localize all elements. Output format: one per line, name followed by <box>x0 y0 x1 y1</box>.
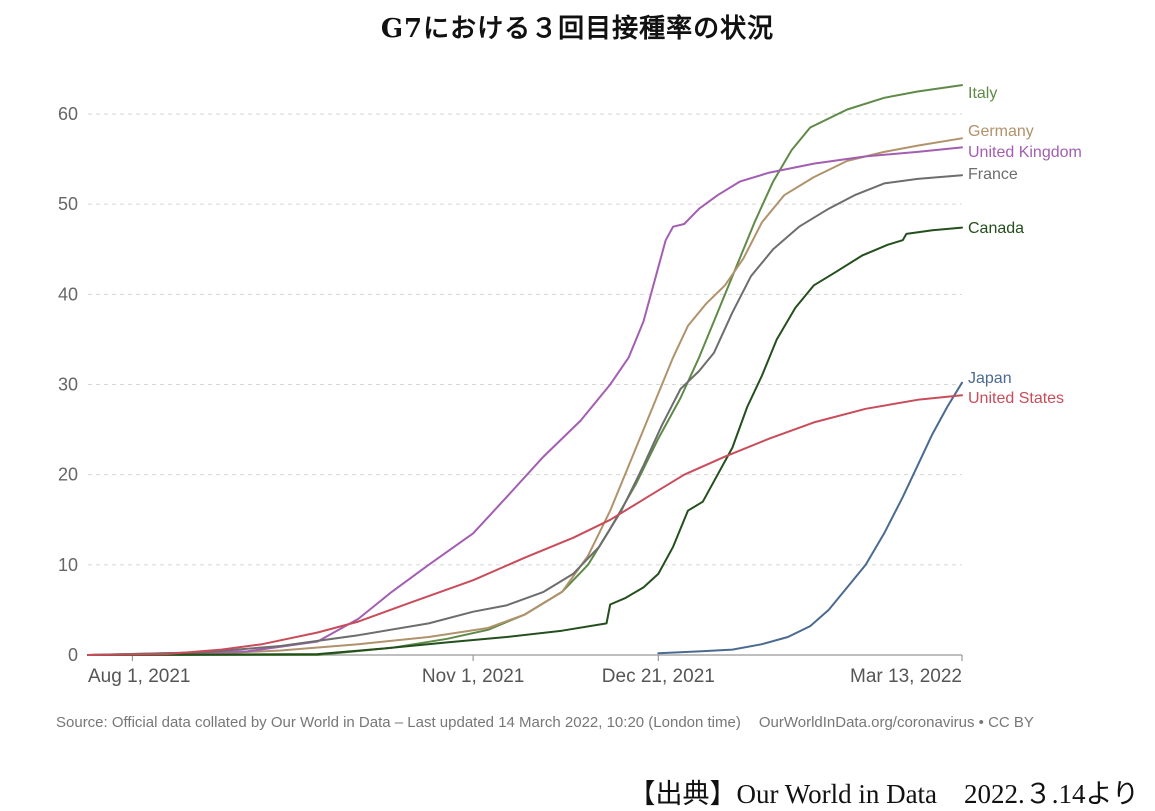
citation: 【出典】Our World in Data 2022.３.14より <box>628 779 1140 809</box>
y-tick-label: 20 <box>58 465 78 485</box>
series-line-united-kingdom <box>87 146 963 656</box>
x-tick-label: Nov 1, 2021 <box>422 666 524 687</box>
series-label-united-states: United States <box>968 390 1064 407</box>
y-tick-label: 50 <box>58 194 78 214</box>
y-tick-label: 60 <box>58 104 78 124</box>
series-label-italy: Italy <box>968 85 997 102</box>
series-line-france <box>87 174 963 656</box>
x-tick-label: Mar 13, 2022 <box>850 666 962 687</box>
series-line-canada <box>87 226 963 656</box>
series-label-japan: Japan <box>968 370 1012 387</box>
series-label-germany: Germany <box>968 123 1034 140</box>
gridlines: 0 10 20 30 40 50 60 <box>58 104 962 665</box>
chart-title: G7における３回目接種率の状況 <box>380 14 775 44</box>
legend-labels: Italy Germany United Kingdom France Canada Ja… <box>968 85 1082 407</box>
source-note: Source: Official data collated by Our Wo… <box>56 714 1034 731</box>
series-label-united-kingdom: United Kingdom <box>968 144 1082 161</box>
y-tick-label: 0 <box>68 645 78 665</box>
series-lines <box>87 84 963 656</box>
series-line-germany <box>87 137 963 656</box>
source-link[interactable]: OurWorldInData.org/coronavirus • CC BY <box>758 714 1034 731</box>
y-tick-label: 30 <box>58 375 78 395</box>
series-label-canada: Canada <box>968 220 1024 237</box>
series-label-france: France <box>968 166 1018 183</box>
x-axis: Aug 1, 2021 Nov 1, 2021 Dec 21, 2021 Mar 13… <box>88 654 963 687</box>
x-tick-label: Dec 21, 2021 <box>602 666 715 687</box>
x-tick-label: Aug 1, 2021 <box>88 666 190 687</box>
line-chart: 0 10 20 30 40 50 60 Aug 1, 2021 Nov 1, 2021 Dec … <box>58 84 1082 687</box>
series-line-italy <box>87 84 963 656</box>
series-line-united-states <box>87 394 963 656</box>
y-tick-label: 10 <box>58 555 78 575</box>
y-tick-label: 40 <box>58 284 78 304</box>
source-text: Source: Official data collated by Our Wo… <box>56 714 741 731</box>
series-line-japan <box>657 381 963 655</box>
